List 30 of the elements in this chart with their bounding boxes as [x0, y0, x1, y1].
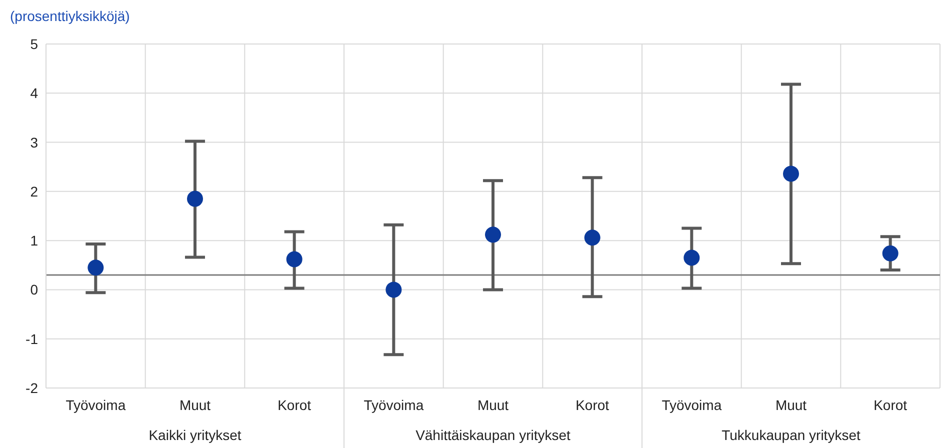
text: Kaikki yritykset	[148, 427, 242, 443]
point	[286, 251, 302, 268]
point	[783, 166, 799, 182]
x-tick-label: Muut	[179, 397, 211, 413]
point	[882, 245, 898, 262]
y-axis-title: (prosenttiyksikköjä)	[9, 8, 131, 26]
x-tick-label: Korot	[576, 397, 610, 413]
point	[684, 250, 700, 266]
y-tick-label: 4	[30, 85, 38, 102]
text: Vähittäiskaupan yritykset	[416, 427, 571, 443]
point	[485, 226, 501, 243]
x-tick-label: Työvoima	[66, 397, 126, 413]
x-tick-label: Työvoima	[662, 397, 722, 413]
y-tick-label: 1	[30, 232, 38, 249]
y-tick-label: 3	[30, 134, 38, 150]
point	[88, 260, 104, 276]
x-tick-label: Muut	[775, 397, 807, 413]
text: Tukkukaupan yritykset	[722, 427, 860, 443]
x-tick-label: Muut	[477, 397, 509, 413]
y-tick-label: 5	[30, 36, 38, 52]
x-tick-label: Korot	[874, 397, 908, 413]
point	[386, 282, 402, 298]
y-tick-label: 2	[30, 183, 38, 200]
x-tick-label: Työvoima	[364, 397, 424, 413]
point	[584, 230, 600, 246]
x-tick-label: Korot	[278, 397, 312, 413]
point	[187, 190, 203, 207]
y-tick-label: 0	[30, 282, 38, 298]
y-tick-label: -1	[26, 330, 38, 347]
y-tick-label: -2	[26, 380, 38, 396]
